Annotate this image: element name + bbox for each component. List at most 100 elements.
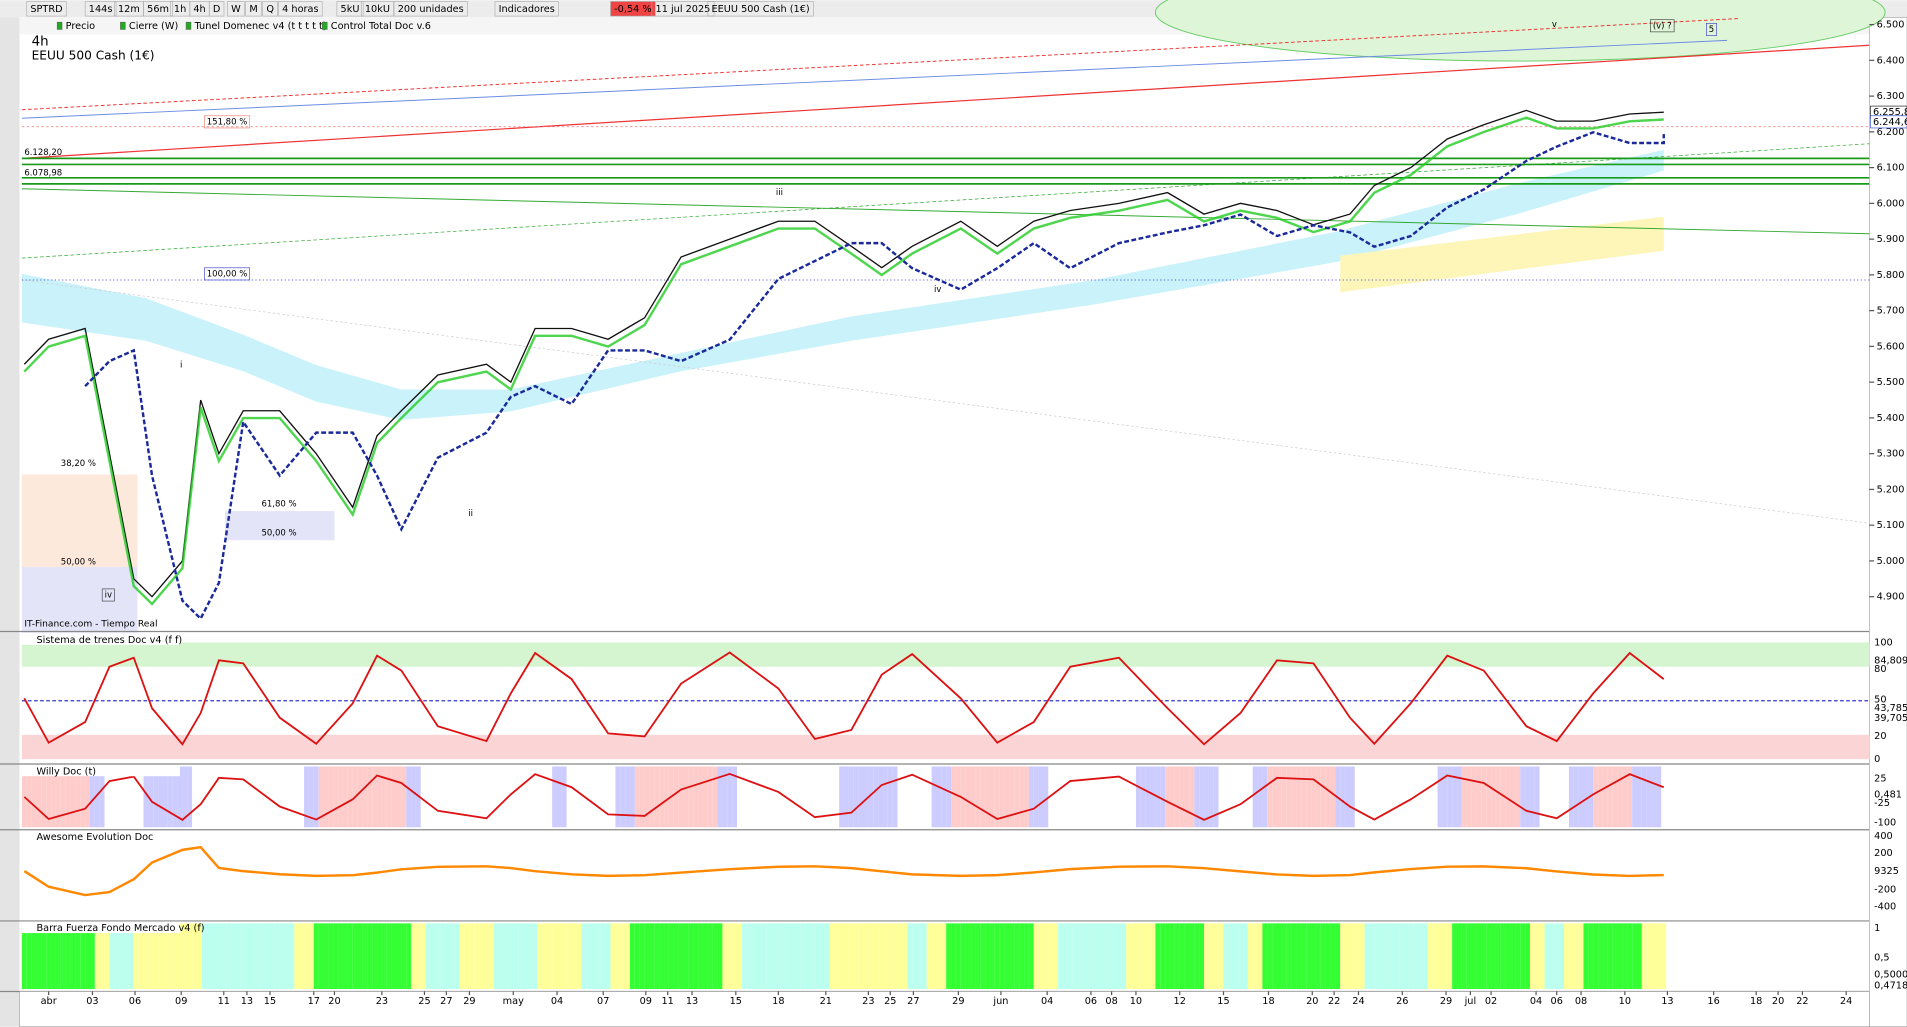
stripe [1466,766,1472,828]
stripe [1651,766,1657,828]
stripe [182,923,188,990]
checkbox[interactable] [56,21,63,30]
stripe [1208,766,1214,828]
toolbar-button[interactable]: 5kU [341,4,360,15]
zone [21,567,138,633]
signal-line [23,116,1664,606]
stripe [109,766,115,828]
button-frame[interactable] [208,1,225,17]
toolbar-button[interactable]: Indicadores [499,4,555,15]
stripe [304,923,309,990]
button-frame[interactable] [707,1,814,17]
stripe [522,923,528,990]
stripe [552,923,558,990]
stripe [771,923,776,990]
toolbar-button[interactable]: M [249,4,257,15]
button-frame[interactable] [336,1,364,17]
date-label: 09 [175,996,187,1007]
stripe [985,923,990,990]
date-label: 11 [218,996,230,1007]
indicator-toggle[interactable]: Control Total Doc v.6 [331,21,431,32]
stripe [761,923,767,990]
stripe [892,766,898,828]
stripe [308,923,314,990]
stripe [1418,923,1423,990]
stripe [498,923,504,990]
stripe [1223,923,1229,990]
toolbar-button[interactable]: -0,54 % [614,4,651,15]
stripe [1583,923,1589,990]
indicator-toggle[interactable]: Tunel Domenec v4 (t t t t t) [194,21,327,32]
stripe [1384,766,1389,828]
checkbox[interactable] [185,21,192,30]
stripe [1500,766,1506,828]
stripe [1077,923,1083,990]
date-label: 23 [376,996,388,1007]
stripe [955,766,961,828]
stripe [766,766,772,828]
stripe [1345,766,1350,828]
indicator-toggle[interactable]: Cierre (W) [129,21,178,32]
stripe [1019,923,1025,990]
toolbar-button[interactable]: 56m [147,4,169,15]
annotation: ii [468,509,473,519]
toolbar-button[interactable]: Q [266,4,274,15]
stripe [299,766,305,828]
button-frame[interactable] [227,1,245,17]
stripe [1330,923,1336,990]
toolbar-button[interactable]: 4h [193,4,205,15]
button-frame[interactable] [494,1,559,17]
stripe [85,766,90,828]
button-frame[interactable] [360,1,394,17]
toolbar-button[interactable]: 12m [118,4,140,15]
toolbar-button[interactable]: 200 unidades [398,4,464,15]
button-frame[interactable] [393,1,468,17]
button-frame[interactable] [26,1,67,17]
stripe [809,766,815,828]
stripe [1315,923,1321,990]
stripe [1024,923,1029,990]
stripe [70,766,76,828]
stripe [65,766,71,828]
button-frame[interactable] [262,1,278,17]
date-label: abr [41,996,57,1007]
axis-label: 0,5000 [1874,969,1907,980]
toolbar-button[interactable]: 144s [89,4,113,15]
stripe [1593,766,1599,828]
toolbar-button[interactable]: EEUU 500 Cash (1€) [711,4,809,15]
button-frame[interactable] [651,1,715,17]
stripe [1048,923,1054,990]
toolbar-button[interactable]: 11 jul 2025 [656,4,711,15]
panel-title-bg [21,633,180,645]
stripe [1165,923,1170,990]
button-frame[interactable] [143,1,173,17]
date-label: 22 [1796,996,1808,1007]
toolbar-button[interactable]: 4 horas [282,4,318,15]
button-frame[interactable] [84,1,117,17]
stripe [41,766,47,828]
stripe [654,923,660,990]
button-frame[interactable] [278,1,323,17]
stripe [882,923,888,990]
stripe [848,766,854,828]
tool-strip [0,17,20,1027]
stripe [1403,923,1409,990]
button-frame[interactable] [610,1,656,17]
stripe [707,923,713,990]
checkbox[interactable] [120,21,126,30]
toolbar-button[interactable]: 10kU [365,4,390,15]
toolbar-button[interactable]: 1h [174,4,186,15]
zone [1155,0,1886,62]
stripe [1437,766,1443,828]
stripe [668,923,674,990]
toolbar-button[interactable]: SPTRD [30,4,62,15]
button-frame[interactable] [245,1,262,17]
stripe [595,766,601,828]
toolbar-button[interactable]: D [213,4,220,15]
toolbar-button[interactable]: W [231,4,241,15]
stripe [1510,766,1516,828]
checkbox[interactable] [322,21,328,30]
indicator-toggle[interactable]: Precio [66,21,95,32]
stripe [649,766,655,828]
stripe [299,923,305,990]
